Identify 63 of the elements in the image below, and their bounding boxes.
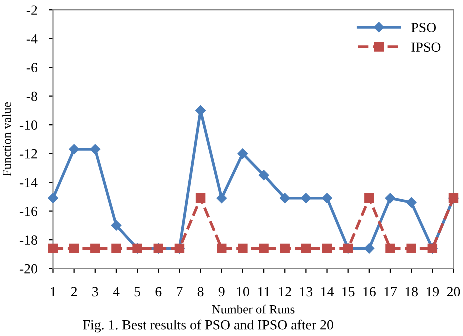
y-axis-title: Function value	[2, 102, 12, 176]
point	[112, 244, 122, 254]
legend-label: PSO	[412, 23, 436, 32]
y-tick-label: -16	[20, 206, 38, 216]
y-tick-label: -4	[26, 34, 38, 44]
point	[386, 244, 396, 254]
point	[301, 193, 312, 204]
x-tick-label: 20	[447, 287, 460, 297]
point	[406, 198, 417, 208]
point	[385, 193, 396, 204]
x-tick-label: 1	[50, 287, 56, 296]
x-tick-label: 14	[322, 287, 334, 296]
x-tick-label: 17	[384, 287, 398, 296]
point	[69, 244, 80, 254]
x-tick-label: 13	[300, 287, 313, 297]
x-tick-label: 19	[426, 287, 440, 297]
x-tick-label: 6	[156, 287, 162, 297]
point	[364, 244, 375, 254]
x-tick-label: 10	[237, 287, 250, 297]
point	[238, 244, 248, 254]
point	[259, 244, 269, 254]
x-tick-label: 15	[342, 287, 355, 297]
legend-label: IPSO	[412, 42, 441, 52]
point	[90, 144, 101, 155]
x-tick-label: 3	[92, 287, 98, 297]
point	[301, 244, 312, 254]
point	[322, 193, 332, 204]
point	[280, 193, 290, 204]
x-tick-label: 18	[406, 287, 418, 297]
y-tick-label: -2	[26, 6, 38, 15]
y-tick-label: -10	[20, 120, 38, 130]
y-tick-label: -14	[20, 178, 38, 188]
point	[196, 194, 206, 204]
y-tick-label: -6	[26, 63, 38, 73]
point	[406, 244, 416, 254]
x-tick-label: 2	[71, 287, 78, 296]
point	[69, 144, 80, 155]
point	[48, 193, 58, 204]
y-tick-label: -8	[26, 92, 38, 102]
point	[217, 244, 227, 254]
x-axis-title: Number of Runs	[212, 304, 295, 314]
y-tick-label: -18	[20, 236, 38, 246]
x-tick-label: 16	[364, 287, 376, 297]
x-tick-label: 12	[279, 287, 292, 296]
point	[322, 244, 332, 254]
point	[258, 170, 270, 180]
x-tick-label: 5	[134, 287, 140, 297]
point	[280, 244, 290, 254]
x-tick-label: 7	[177, 287, 183, 296]
point	[196, 106, 206, 116]
point	[48, 244, 58, 254]
x-tick-label: 11	[258, 287, 270, 296]
y-tick-label: -20	[20, 264, 38, 274]
point	[364, 194, 374, 204]
x-tick-label: 9	[218, 287, 225, 297]
point	[90, 244, 100, 254]
x-tick-label: 4	[113, 287, 120, 296]
caption: Fig. 1. Best results of PSO and IPSO after 20	[83, 320, 334, 333]
point	[111, 220, 122, 231]
x-tick-label: 8	[198, 287, 204, 297]
point	[216, 193, 227, 204]
y-tick-label: -12	[20, 149, 38, 159]
point	[238, 148, 248, 159]
